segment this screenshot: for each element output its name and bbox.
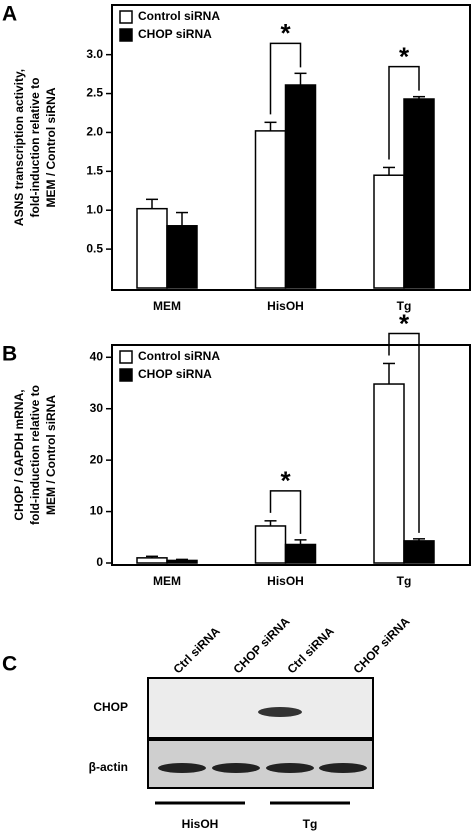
- x-tick-label: HisOH: [267, 299, 304, 313]
- legend-label: Control siRNA: [138, 9, 220, 23]
- legend-label: Control siRNA: [138, 349, 220, 363]
- bar: [403, 540, 435, 564]
- y-tick-label: 1.0: [86, 202, 103, 216]
- bar: [166, 225, 198, 289]
- significance-bracket: [269, 490, 302, 534]
- plot-frame: [111, 4, 471, 291]
- bar: [403, 98, 435, 289]
- y-tick-label: 20: [90, 452, 104, 466]
- bar: [254, 525, 287, 564]
- row-label: β-actin: [89, 760, 128, 774]
- blot-band: [158, 763, 206, 773]
- blot-band: [266, 763, 314, 773]
- x-tick-label: MEM: [153, 574, 181, 588]
- legend-swatch: [119, 368, 133, 382]
- legend-swatch: [119, 10, 133, 24]
- legend-swatch: [119, 28, 133, 42]
- lane-label: CHOP siRNA: [230, 614, 292, 676]
- bar: [373, 383, 405, 564]
- significance-star: *: [399, 42, 410, 72]
- y-tick-label: 0.5: [86, 241, 103, 255]
- y-axis-label: CHOP / GAPDH mRNA,: [12, 389, 26, 520]
- y-axis-label: MEM / Control siRNA: [44, 87, 58, 207]
- legend-label: CHOP siRNA: [138, 367, 212, 381]
- panel-label: A: [2, 3, 17, 26]
- legend-swatch: [119, 350, 133, 364]
- y-tick-label: 40: [90, 349, 104, 363]
- bar: [166, 559, 198, 564]
- bar: [284, 84, 317, 289]
- x-tick-label: Tg: [397, 574, 412, 588]
- significance-star: *: [280, 18, 291, 48]
- lane-label: Ctrl siRNA: [284, 624, 337, 677]
- row-label: CHOP: [93, 700, 128, 714]
- lane-label: CHOP siRNA: [350, 614, 412, 676]
- x-tick-label: HisOH: [267, 574, 304, 588]
- blot-band: [212, 763, 260, 773]
- bar: [136, 207, 168, 289]
- bar: [254, 130, 287, 289]
- y-tick-label: 30: [90, 401, 104, 415]
- bar: [136, 557, 168, 564]
- panel-label: B: [2, 343, 17, 366]
- legend-label: CHOP siRNA: [138, 27, 212, 41]
- panel-label: C: [2, 653, 17, 676]
- y-tick-label: 3.0: [86, 47, 103, 61]
- group-label: HisOH: [182, 817, 219, 831]
- y-axis-label: MEM / Control siRNA: [44, 395, 58, 515]
- significance-bracket: [269, 42, 302, 115]
- y-tick-label: 10: [90, 504, 104, 518]
- bar: [373, 174, 405, 289]
- blot-band: [258, 707, 302, 717]
- y-axis-label: fold-induction relative to: [28, 385, 42, 525]
- significance-star: *: [280, 466, 291, 496]
- lane-label: Ctrl siRNA: [170, 624, 223, 677]
- blot-chop: [147, 677, 374, 739]
- bar: [284, 543, 317, 564]
- blot-band: [319, 763, 367, 773]
- x-tick-label: Tg: [397, 299, 412, 313]
- significance-bracket: [388, 332, 420, 533]
- y-tick-label: 2.0: [86, 125, 103, 139]
- y-tick-label: 2.5: [86, 86, 103, 100]
- significance-star: *: [399, 308, 410, 338]
- y-tick-label: 0: [96, 555, 103, 569]
- y-tick-label: 1.5: [86, 164, 103, 178]
- significance-bracket: [388, 65, 420, 160]
- y-axis-label: fold-induction relative to: [28, 78, 42, 218]
- x-tick-label: MEM: [153, 299, 181, 313]
- plot-frame: [111, 344, 471, 566]
- group-label: Tg: [303, 817, 318, 831]
- y-axis-label: ASNS transcription activity,: [12, 69, 26, 226]
